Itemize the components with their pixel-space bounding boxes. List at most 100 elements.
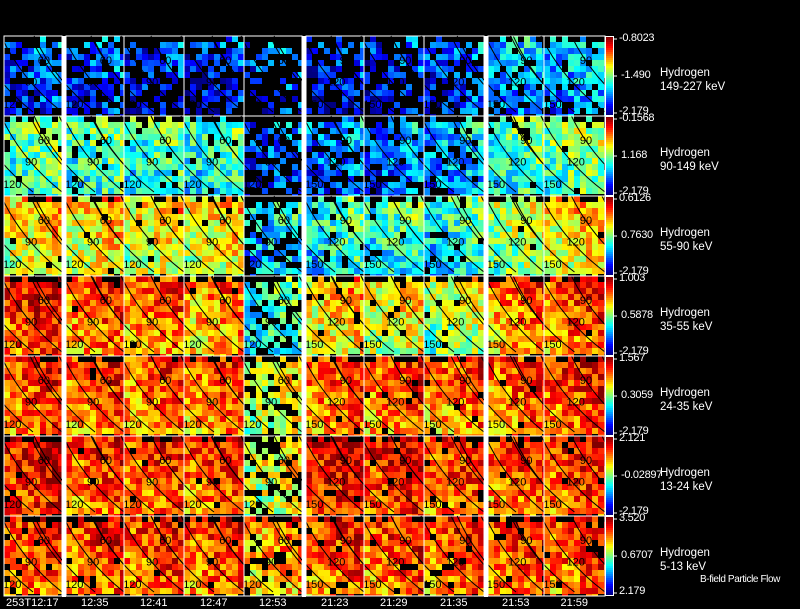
heatmap-cell xyxy=(472,306,478,312)
heatmap-cell xyxy=(524,306,530,312)
heatmap-cell xyxy=(208,354,214,356)
heatmap-cell xyxy=(424,84,430,90)
heatmap-cell xyxy=(10,312,16,318)
heatmap-cell xyxy=(40,324,46,330)
heatmap-cell xyxy=(90,134,96,140)
contour-label: 90 xyxy=(580,55,592,67)
heatmap-cell xyxy=(382,306,388,312)
contour-label: 120 xyxy=(508,77,526,89)
heatmap-cell xyxy=(256,324,262,330)
heatmap-cell xyxy=(542,202,544,208)
heatmap-cell xyxy=(232,256,238,262)
heatmap-cell xyxy=(280,268,286,274)
contour-label: 90 xyxy=(459,55,471,67)
heatmap-cell xyxy=(418,312,424,318)
heatmap-cell xyxy=(90,182,96,188)
heatmap-cell xyxy=(512,220,518,226)
heatmap-cell xyxy=(160,300,166,306)
heatmap-cell xyxy=(84,306,90,312)
contour-label: 90 xyxy=(146,317,158,329)
heatmap-cell xyxy=(114,176,120,182)
heatmap-cell xyxy=(306,276,312,282)
heatmap-cell xyxy=(454,78,460,84)
heatmap-cell xyxy=(130,116,136,122)
heatmap-cell xyxy=(226,244,232,250)
heatmap-cell xyxy=(268,182,274,188)
heatmap-cell xyxy=(592,318,598,324)
heatmap-cell xyxy=(388,324,394,330)
heatmap-cell xyxy=(354,208,360,214)
heatmap-cell xyxy=(52,288,58,294)
heatmap-cell xyxy=(208,282,214,288)
heatmap-cell xyxy=(512,274,518,276)
heatmap-cell xyxy=(4,342,10,348)
heatmap-cell xyxy=(568,152,574,158)
heatmap-cell xyxy=(556,102,562,108)
heatmap-cell xyxy=(586,294,592,300)
heatmap-cell xyxy=(512,312,518,318)
heatmap-cell xyxy=(142,244,148,250)
heatmap-cell xyxy=(10,262,16,268)
contour-label: 60 xyxy=(38,295,50,307)
heatmap-cell xyxy=(478,48,484,54)
heatmap-cell xyxy=(16,336,22,342)
heatmap-cell xyxy=(306,250,312,256)
heatmap-cell xyxy=(124,274,130,276)
heatmap-cell xyxy=(102,90,108,96)
heatmap-cell xyxy=(442,282,448,288)
heatmap-cell xyxy=(40,330,46,336)
heatmap-cell xyxy=(154,48,160,54)
heatmap-cell xyxy=(342,196,348,202)
heatmap-cell xyxy=(178,176,184,182)
heatmap-cell xyxy=(388,288,394,294)
heatmap-cell xyxy=(166,244,172,250)
heatmap-cell xyxy=(518,164,524,170)
heatmap-cell xyxy=(34,202,40,208)
heatmap-cell xyxy=(66,220,72,226)
heatmap-cell xyxy=(214,196,220,202)
heatmap-cell xyxy=(298,274,302,276)
heatmap-cell xyxy=(436,66,442,72)
heatmap-cell xyxy=(292,282,298,288)
heatmap-cell xyxy=(28,226,34,232)
heatmap-cell xyxy=(154,146,160,152)
heatmap-cell xyxy=(394,348,400,354)
heatmap-cell xyxy=(72,324,78,330)
colorbar xyxy=(605,196,617,276)
heatmap-cell xyxy=(142,294,148,300)
heatmap-cell xyxy=(160,348,166,354)
heatmap-cell xyxy=(518,78,524,84)
heatmap-cell xyxy=(518,250,524,256)
heatmap-cell xyxy=(530,48,536,54)
heatmap-cell xyxy=(454,256,460,262)
heatmap-cell xyxy=(4,268,10,274)
heatmap-cell xyxy=(448,196,454,202)
heatmap-cell xyxy=(506,170,512,176)
heatmap-cell xyxy=(394,342,400,348)
heatmap-cell xyxy=(318,232,324,238)
heatmap-cell xyxy=(568,182,574,188)
heatmap-cell xyxy=(318,90,324,96)
heatmap-cell xyxy=(466,134,472,140)
heatmap-cell xyxy=(478,140,484,146)
heatmap-cell xyxy=(298,250,302,256)
heatmap-cell xyxy=(102,318,108,324)
contour-line xyxy=(390,115,455,193)
heatmap-cell xyxy=(472,288,478,294)
heatmap-cell xyxy=(500,288,506,294)
heatmap-cell xyxy=(388,268,394,274)
heatmap-cell xyxy=(454,158,460,164)
heatmap-cell xyxy=(354,330,360,336)
heatmap-cell xyxy=(544,300,550,306)
heatmap-cell xyxy=(370,96,376,102)
heatmap-cell xyxy=(478,348,484,354)
heatmap-cell xyxy=(220,256,226,262)
heatmap-cell xyxy=(466,54,472,60)
heatmap-cell xyxy=(442,226,448,232)
heatmap-cell xyxy=(28,244,34,250)
heatmap-cell xyxy=(40,134,46,140)
heatmap-cell xyxy=(166,220,172,226)
contour-line xyxy=(0,239,34,273)
